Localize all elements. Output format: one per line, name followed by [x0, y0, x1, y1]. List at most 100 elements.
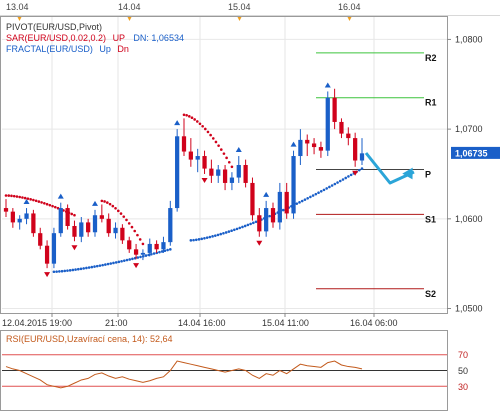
sar-dot-below: [252, 221, 255, 225]
sar-dot-below: [114, 261, 118, 264]
sar-dot-above: [73, 213, 76, 217]
sar-dot-above: [138, 238, 142, 241]
candle-bear: [202, 156, 207, 169]
candle-bull: [359, 153, 365, 161]
sar-dot-below: [298, 201, 301, 204]
current-price-box: [451, 146, 500, 159]
sar-dot-below: [317, 191, 320, 195]
sar-dot-below: [238, 226, 242, 230]
fractal-down-icon: [44, 272, 51, 278]
candle-bear: [353, 138, 358, 161]
top-date-markers[interactable]: [17, 16, 352, 21]
candle-bear: [318, 147, 324, 151]
sar-dot-below: [254, 220, 258, 224]
candle-bull: [236, 165, 241, 178]
candle-bear: [222, 169, 228, 183]
sar-dot-above: [206, 130, 210, 134]
sar-dot-below: [230, 229, 233, 233]
candle-bear: [181, 136, 187, 152]
sar-dot-below: [216, 233, 220, 237]
candle-bear: [243, 165, 248, 183]
top-date-1: 13.04: [6, 2, 29, 12]
forecast-arrow-icon: [364, 152, 415, 185]
fractal-down-icon: [256, 240, 263, 246]
sar-dot-above: [18, 195, 21, 199]
candle-bear: [284, 191, 289, 214]
sar-dot-above: [217, 144, 220, 147]
candle-bull: [140, 252, 146, 255]
sar-dot-below: [117, 260, 121, 264]
sar-dot-above: [227, 160, 231, 164]
rsi-level-label: 50: [458, 366, 468, 376]
candle-bear: [250, 182, 255, 216]
candle-bull: [161, 242, 166, 250]
fractal-down-icon: [352, 170, 359, 176]
sar-dot-below: [333, 182, 337, 186]
sar-dot-below: [203, 236, 206, 240]
sar-dot-below: [76, 267, 80, 271]
sar-dot-above: [219, 148, 223, 151]
legend-fractal-up: Up: [99, 44, 111, 54]
y-tick-label: 1,0600: [455, 214, 483, 224]
candle-bull: [298, 139, 303, 157]
fractal-up-icon: [263, 191, 270, 197]
sar-dot-below: [314, 192, 318, 196]
sar-dot-below: [200, 237, 204, 241]
fractal-down-icon: [201, 177, 208, 183]
sar-dot-above: [32, 198, 35, 202]
sar-dot-below: [55, 270, 58, 273]
date-marker-icon[interactable]: [17, 16, 22, 21]
legend-sar-up: UP: [113, 33, 125, 43]
sar-dot-above: [37, 200, 41, 203]
vertical-gridlines: [51, 17, 375, 313]
sar-dot-below: [222, 232, 225, 235]
candle-bear: [120, 227, 125, 241]
sar-dot-above: [193, 118, 196, 121]
candle-bear: [209, 168, 214, 176]
sar-dot-below: [87, 266, 91, 269]
sar-dot-above: [230, 165, 234, 169]
sar-dot-below: [82, 267, 85, 270]
date-marker-icon[interactable]: [127, 16, 132, 21]
sar-dot-below: [158, 250, 161, 254]
legend-sar-dn: DN: 1,06534: [133, 33, 184, 43]
date-marker-icon[interactable]: [347, 16, 352, 21]
sar-dot-below: [166, 248, 169, 252]
sar-dot-below: [268, 214, 271, 218]
sar-dot-above: [12, 194, 16, 198]
sar-dot-below: [68, 269, 72, 272]
sar-dot-above: [116, 209, 120, 213]
sar-dot-above: [21, 196, 24, 199]
sar-dot-below: [101, 263, 104, 267]
sar-dot-below: [136, 256, 140, 259]
candle-bull: [229, 177, 235, 183]
candle-bear: [72, 225, 77, 237]
candle-bear: [3, 208, 9, 212]
candle-bear: [65, 208, 70, 226]
sar-dot-below: [93, 265, 96, 268]
candle-bull: [175, 136, 180, 209]
sar-dot-below: [360, 167, 364, 170]
sar-dot-above: [34, 199, 38, 203]
candle-bear: [339, 121, 344, 134]
sar-dot-above: [53, 205, 57, 209]
candle-bear: [332, 97, 337, 122]
rsi-level-label: 30: [458, 382, 468, 392]
sar-dot-above: [198, 122, 202, 126]
sar-dot-above: [23, 196, 27, 200]
sar-dot-below: [330, 184, 334, 187]
candle-bull: [24, 213, 29, 219]
sar-dot-above: [7, 194, 11, 197]
candle-bear: [38, 233, 43, 246]
x-tick-label: 12.04.2015 19:00: [2, 318, 72, 328]
sar-dot-below: [98, 264, 102, 267]
legend-fractal-dn: Dn: [117, 44, 129, 54]
sar-dot-above: [119, 212, 123, 215]
fractal-down-icon: [133, 263, 140, 269]
date-marker-icon[interactable]: [237, 16, 242, 21]
sar-dot-below: [205, 236, 209, 239]
candle-bear: [10, 211, 15, 223]
sar-dot-above: [114, 207, 117, 210]
legend-fractal: FRACTAL(EUR/USD) Up Dn: [6, 44, 129, 54]
